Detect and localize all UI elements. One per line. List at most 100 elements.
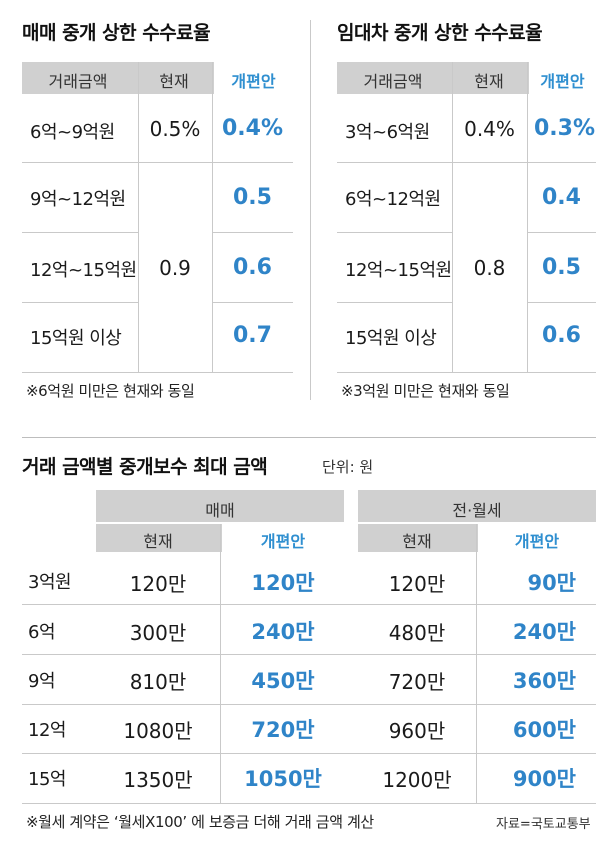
sale-row-proposed: 0.6 xyxy=(233,255,272,280)
rent-current-rest: 0.8 xyxy=(473,256,506,280)
rent-row-separator xyxy=(527,232,596,233)
sale-row-amount: 15억원 이상 xyxy=(30,328,122,349)
fees-rent-current: 120만 xyxy=(388,572,446,596)
fees-row-amount: 12억 xyxy=(28,720,66,741)
rent-row-separator xyxy=(527,302,596,303)
source-credit: 자료=국토교통부 xyxy=(496,817,591,832)
sale-table-bottom xyxy=(22,372,293,373)
fees-rent-proposed: 360만 xyxy=(512,669,576,693)
rent-row-separator xyxy=(337,162,452,163)
rent-row-amount: 12억~15억원 xyxy=(345,260,452,281)
rent-row-proposed: 0.4 xyxy=(542,185,581,210)
rent-table-bottom xyxy=(337,372,596,373)
fees-row-separator xyxy=(22,704,596,705)
sale-rate-note: ※6억원 미만은 현재와 동일 xyxy=(26,382,195,400)
fees-rent-proposed-header-bg xyxy=(478,524,596,552)
fees-sale-current: 1350만 xyxy=(123,768,193,792)
sale-header-proposed-bg xyxy=(214,62,293,94)
fees-rent-current: 720만 xyxy=(388,670,446,694)
fees-sale-proposed-header-bg xyxy=(222,524,344,552)
fees-table-bottom xyxy=(22,803,596,804)
fees-row-amount: 9억 xyxy=(28,671,56,692)
rent-rate-title: 임대차 중개 상한 수수료율 xyxy=(337,22,543,44)
sale-row-separator xyxy=(212,302,293,303)
sale-row-proposed: 0.5 xyxy=(233,185,272,210)
rent-current-first: 0.4% xyxy=(464,117,515,141)
fees-sale-proposed: 1050만 xyxy=(244,767,322,791)
fees-rent-proposed: 90만 xyxy=(527,571,576,595)
fees-sale-proposed: 450만 xyxy=(251,669,315,693)
sale-row-amount: 12억~15억원 xyxy=(30,260,137,281)
fees-unit: 단위: 원 xyxy=(322,458,374,476)
fees-rent-proposed: 900만 xyxy=(512,767,576,791)
rent-rate-note: ※3억원 미만은 현재와 동일 xyxy=(341,382,510,400)
sale-row-amount: 6억~9억원 xyxy=(30,122,115,143)
fees-title: 거래 금액별 중개보수 최대 금액 xyxy=(22,456,268,478)
fees-sale-group-band xyxy=(96,490,344,522)
sale-current-first: 0.5% xyxy=(149,117,201,141)
fees-sale-current: 120만 xyxy=(129,572,187,596)
rent-current-separator xyxy=(452,162,527,163)
section-separator xyxy=(22,437,596,438)
sale-row-amount: 9억~12억원 xyxy=(30,189,126,210)
rent-row-amount: 15억원 이상 xyxy=(345,328,437,349)
sale-row-separator xyxy=(22,232,138,233)
sale-row-separator xyxy=(22,302,138,303)
sale-current-rest: 0.9 xyxy=(159,256,191,280)
fees-sale-proposed: 720만 xyxy=(251,718,315,742)
rent-row-amount: 3억~6억원 xyxy=(345,122,430,143)
sale-rate-title: 매매 중개 상한 수수료율 xyxy=(22,22,211,44)
fees-sale-current: 810만 xyxy=(129,670,187,694)
sale-header-proposed: 개편안 xyxy=(231,72,276,91)
fees-row-separator xyxy=(22,753,596,754)
fees-note: ※월세 계약은 ‘월세X100’ 에 보증금 더해 거래 금액 계산 xyxy=(26,813,374,831)
fees-rent-current: 1200만 xyxy=(382,768,452,792)
fees-sale-group: 매매 xyxy=(205,501,235,520)
fees-rent-current: 480만 xyxy=(388,621,446,645)
fees-rent-current: 960만 xyxy=(388,719,446,743)
fees-row-separator xyxy=(22,654,596,655)
rent-divider-2 xyxy=(527,62,528,372)
rent-header-current: 현재 xyxy=(474,72,504,91)
rent-header-proposed-bg xyxy=(529,62,596,94)
fees-row-separator xyxy=(22,604,596,605)
rent-row-proposed: 0.3% xyxy=(533,116,595,141)
fees-sale-current: 300만 xyxy=(129,621,187,645)
fees-rent-group: 전·월세 xyxy=(452,501,502,520)
rent-row-separator xyxy=(527,162,596,163)
sale-header-current: 현재 xyxy=(159,72,189,91)
sale-row-separator xyxy=(212,162,293,163)
fees-rent-proposed-header: 개편안 xyxy=(514,532,560,551)
rent-header-proposed: 개편안 xyxy=(540,72,585,91)
fees-row-amount: 6억 xyxy=(28,622,56,643)
fees-rent-proposed: 240만 xyxy=(512,620,576,644)
rent-header-amount: 거래금액 xyxy=(363,72,423,91)
fees-rent-current-header: 현재 xyxy=(402,532,432,551)
sale-row-proposed: 0.4% xyxy=(221,116,283,141)
fees-sale-proposed: 120만 xyxy=(251,571,315,595)
rent-row-separator xyxy=(337,232,452,233)
rent-row-proposed: 0.5 xyxy=(542,255,581,280)
sale-divider-1 xyxy=(138,62,139,372)
rent-row-proposed: 0.6 xyxy=(542,323,581,348)
sale-row-separator xyxy=(22,162,138,163)
rent-divider-1 xyxy=(452,62,453,372)
sale-divider-2 xyxy=(212,62,213,372)
fees-rent-divider xyxy=(476,524,477,804)
sale-row-separator xyxy=(212,232,293,233)
rent-row-separator xyxy=(337,302,452,303)
rent-row-amount: 6억~12억원 xyxy=(345,189,441,210)
fees-sale-proposed-header: 개편안 xyxy=(260,532,306,551)
sale-row-proposed: 0.7 xyxy=(233,323,272,348)
fees-rent-proposed: 600만 xyxy=(512,718,576,742)
fees-row-amount: 3억원 xyxy=(28,572,72,593)
section-divider xyxy=(310,20,311,400)
fees-sale-proposed: 240만 xyxy=(251,620,315,644)
fees-sale-divider xyxy=(220,524,221,804)
sale-current-separator xyxy=(138,162,212,163)
fees-sale-current-header: 현재 xyxy=(143,532,173,551)
sale-header-amount: 거래금액 xyxy=(48,72,108,91)
fees-sale-current: 1080만 xyxy=(123,719,193,743)
fees-row-amount: 15억 xyxy=(28,769,66,790)
fees-rent-group-band xyxy=(358,490,596,522)
